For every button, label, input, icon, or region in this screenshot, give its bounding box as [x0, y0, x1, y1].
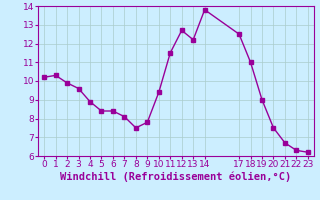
X-axis label: Windchill (Refroidissement éolien,°C): Windchill (Refroidissement éolien,°C): [60, 172, 292, 182]
